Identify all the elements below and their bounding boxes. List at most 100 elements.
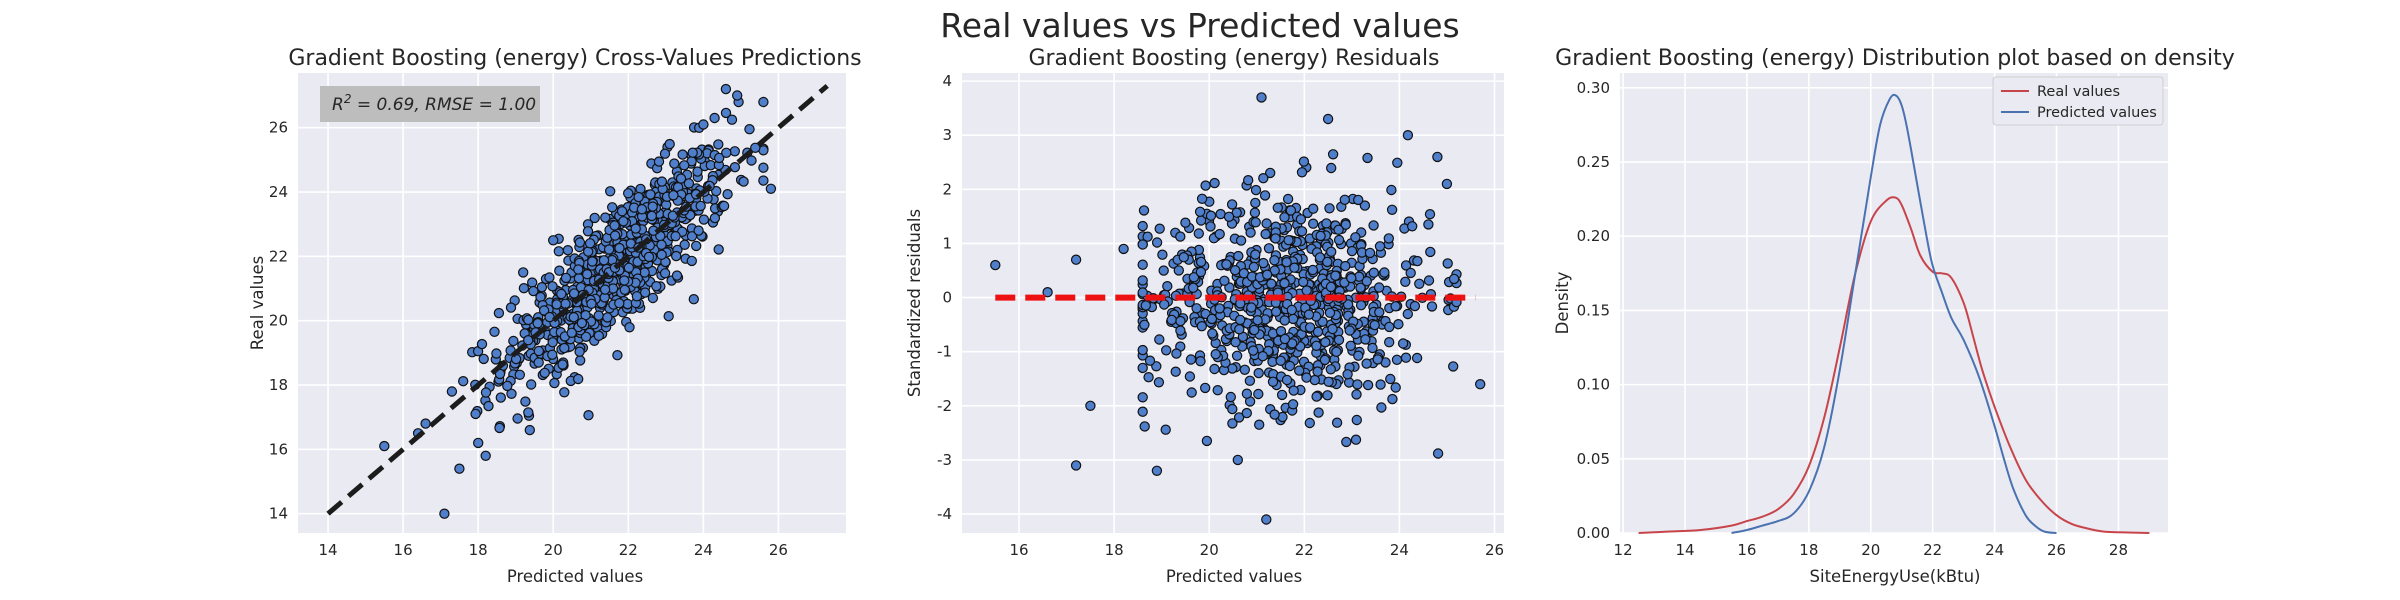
panel1-data-point [1325, 281, 1337, 293]
panel1-data-point [1390, 382, 1401, 393]
panel0-data-point [458, 376, 469, 387]
panel1-data-point [1426, 301, 1438, 312]
panel1-data-point [1140, 300, 1152, 311]
panel0-data-point [720, 83, 732, 95]
panel1-data-point [1158, 299, 1170, 310]
figure-suptitle: Real values vs Predicted values [940, 6, 1459, 45]
panel1-data-point [1201, 435, 1213, 447]
panel2-legend-label: Real values [2037, 84, 2120, 100]
panel1-data-point [1341, 436, 1352, 448]
panel1-data-point [1248, 324, 1260, 336]
panel1-xlabel: Predicted values [507, 567, 643, 586]
panel1-data-point [1272, 202, 1284, 213]
panel0-data-point [587, 256, 598, 267]
panel0-data-point [646, 210, 658, 222]
panel1-data-point [1311, 391, 1322, 402]
panel1-data-point [1137, 392, 1148, 403]
panel1-xtick-label: 16 [1010, 541, 1029, 559]
panel0-data-point [686, 231, 698, 242]
panel1-data-point [1180, 217, 1191, 228]
panel1-data-point [1261, 514, 1272, 525]
panel1-data-point [1191, 303, 1202, 314]
panel1-data-point [1287, 313, 1299, 325]
panel1-data-point [1258, 172, 1269, 184]
panel1-data-point [1344, 325, 1355, 336]
panel2-xtick-label: 20 [1861, 541, 1880, 559]
panel1-data-point [1325, 246, 1337, 257]
panel0-data-point [616, 206, 628, 217]
panel1-data-point [1376, 402, 1387, 413]
panel1-title: Gradient Boosting (energy) Cross-Values … [288, 46, 861, 71]
panel2-ytick-label: 0.00 [1577, 524, 1610, 542]
panel1-data-point [1250, 249, 1261, 260]
panel0-data-point [568, 312, 580, 323]
residuals-panel: 16 18 20 22 24 26 -4 -3 -2 -1 0 1 2 3 4 [937, 72, 1504, 559]
panel1-data-point [1330, 270, 1341, 281]
panel1-data-point [1206, 313, 1218, 325]
panel1-data-point [1234, 324, 1245, 335]
panel1-data-point [1400, 260, 1412, 271]
panel0-ytick-label: 26 [269, 119, 288, 137]
panel1-data-point [1250, 197, 1261, 209]
panel2-xtick-label: 26 [2047, 541, 2066, 559]
panel0-data-point [480, 450, 491, 461]
panel2-xtick-label: 12 [1614, 541, 1633, 559]
panel1-data-point [1241, 388, 1253, 399]
panel0-data-point [631, 291, 643, 302]
panel1-data-point [1279, 212, 1290, 223]
panel1-data-point [1296, 167, 1308, 178]
panel0-ytick-label: 14 [269, 505, 288, 523]
panel1-data-point [1233, 412, 1245, 423]
panel0-data-point [659, 148, 671, 159]
panel1-data-point [1194, 206, 1206, 217]
panel1-data-point [1323, 376, 1334, 387]
panel0-data-point [651, 281, 662, 292]
panel1-data-point [1253, 388, 1264, 400]
panel1-data-point [1322, 390, 1333, 401]
panel1-data-point [1311, 340, 1322, 351]
panel1-data-point [1400, 352, 1412, 363]
panel1-data-point [1307, 218, 1319, 229]
panel1-data-point [1137, 275, 1148, 286]
panel0-data-point [647, 292, 659, 304]
panel1-data-point [1411, 352, 1423, 364]
panel0-data-point [523, 314, 534, 326]
panel0-data-point [732, 90, 743, 101]
panel1-data-point [1298, 156, 1310, 167]
panel1-data-point [1137, 362, 1148, 374]
panel0-annotation-exp: 2 [344, 92, 352, 106]
panel0-data-point [645, 189, 656, 200]
panel0-data-point [619, 275, 630, 286]
panel0-data-point [758, 175, 769, 186]
panel1-data-point [1250, 217, 1261, 228]
panel0-data-point [491, 348, 502, 359]
panel0-data-point [454, 463, 465, 474]
panel1-data-point [1231, 350, 1243, 361]
panel2-ytick-label: 0.20 [1577, 227, 1610, 245]
panel1-data-point [1284, 360, 1296, 372]
panel1-data-point [1352, 194, 1364, 206]
panel1-data-point [1297, 276, 1309, 288]
panel0-annotation-box [320, 86, 540, 122]
panel1-data-point [1234, 314, 1246, 326]
panel3-title: Gradient Boosting (energy) Distribution … [1555, 46, 2235, 71]
panel1-data-point [1441, 178, 1453, 190]
panel1-data-point [1423, 275, 1435, 286]
panel0-data-point [643, 251, 655, 263]
panel1-ytick-label: -4 [937, 505, 952, 523]
panel0-data-point [508, 335, 519, 347]
panel1-data-point [1219, 275, 1230, 286]
panel1-data-point [1279, 278, 1290, 289]
panel1-data-point [1304, 417, 1316, 429]
panel0-data-point [679, 160, 690, 171]
panel1-data-point [1424, 208, 1436, 220]
panel0-data-point [721, 147, 732, 158]
panel0-data-point [683, 178, 695, 189]
panel0-data-point [671, 250, 682, 262]
panel1-data-point [1346, 272, 1357, 284]
panel1-data-point [1199, 382, 1211, 394]
panel1-data-point [1160, 345, 1172, 356]
panel1-data-point [1286, 304, 1298, 316]
panel1-data-point [1331, 417, 1343, 428]
